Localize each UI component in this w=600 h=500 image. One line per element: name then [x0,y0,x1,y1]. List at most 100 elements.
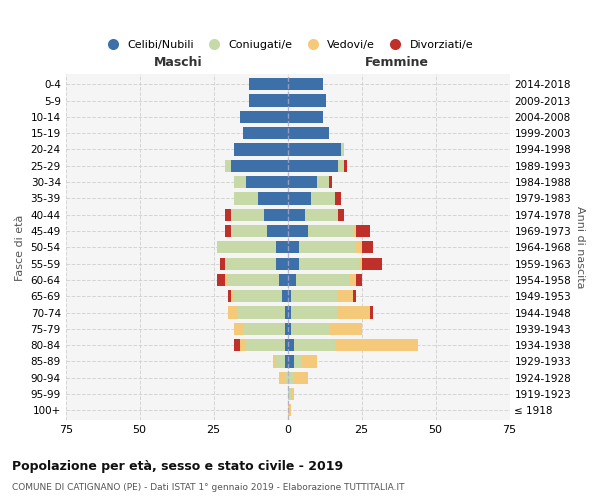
Bar [287,290,290,302]
Bar [287,160,338,172]
Bar [335,192,341,204]
Bar [287,372,293,384]
Bar [249,94,287,106]
Bar [293,339,335,351]
Bar [287,94,326,106]
Text: Maschi: Maschi [154,56,202,69]
Bar [279,372,284,384]
Bar [296,274,350,286]
Bar [235,176,246,188]
Bar [287,339,293,351]
Bar [273,356,276,368]
Bar [235,290,281,302]
Bar [226,258,276,270]
Bar [293,356,302,368]
Text: COMUNE DI CATIGNANO (PE) - Dati ISTAT 1° gennaio 2019 - Elaborazione TUTTITALIA.: COMUNE DI CATIGNANO (PE) - Dati ISTAT 1°… [12,483,404,492]
Bar [338,208,344,221]
Bar [246,176,287,188]
Bar [226,160,232,172]
Bar [229,290,232,302]
Bar [240,339,246,351]
Bar [356,274,362,286]
Bar [338,290,353,302]
Bar [264,208,287,221]
Bar [287,241,299,254]
Bar [329,322,362,335]
Bar [290,290,338,302]
Bar [235,322,243,335]
Bar [293,372,308,384]
Bar [258,192,287,204]
Bar [217,274,226,286]
Bar [235,144,287,156]
Bar [284,322,287,335]
Bar [246,339,284,351]
Bar [353,290,356,302]
Bar [276,258,287,270]
Bar [284,356,287,368]
Bar [287,144,341,156]
Bar [276,356,284,368]
Bar [243,127,287,140]
Bar [350,274,356,286]
Bar [329,176,332,188]
Bar [237,306,284,318]
Bar [287,258,299,270]
Text: Femmine: Femmine [365,56,429,69]
Bar [284,339,287,351]
Bar [362,258,382,270]
Bar [290,388,293,400]
Bar [287,176,317,188]
Text: Popolazione per età, sesso e stato civile - 2019: Popolazione per età, sesso e stato civil… [12,460,343,473]
Bar [370,306,373,318]
Bar [287,356,293,368]
Bar [217,241,276,254]
Bar [287,127,329,140]
Bar [287,388,290,400]
Bar [235,339,240,351]
Bar [362,241,373,254]
Bar [287,78,323,90]
Bar [226,225,232,237]
Bar [232,225,267,237]
Bar [287,111,323,123]
Bar [287,192,311,204]
Bar [232,160,287,172]
Bar [229,274,279,286]
Bar [287,322,290,335]
Bar [302,356,317,368]
Bar [353,225,356,237]
Bar [287,225,308,237]
Bar [287,404,290,416]
Bar [287,274,296,286]
Bar [232,290,235,302]
Bar [341,144,344,156]
Bar [359,258,362,270]
Bar [287,208,305,221]
Bar [290,322,329,335]
Bar [281,290,287,302]
Bar [317,176,329,188]
Bar [308,225,353,237]
Bar [249,78,287,90]
Bar [338,306,370,318]
Bar [267,225,287,237]
Bar [229,306,237,318]
Y-axis label: Anni di nascita: Anni di nascita [575,206,585,288]
Bar [276,241,287,254]
Bar [284,306,287,318]
Bar [235,192,258,204]
Bar [305,208,338,221]
Bar [356,225,370,237]
Legend: Celibi/Nubili, Coniugati/e, Vedovi/e, Divorziati/e: Celibi/Nubili, Coniugati/e, Vedovi/e, Di… [98,35,478,54]
Bar [279,274,287,286]
Bar [290,306,338,318]
Bar [226,274,229,286]
Bar [240,111,287,123]
Bar [299,258,359,270]
Bar [311,192,335,204]
Y-axis label: Fasce di età: Fasce di età [15,214,25,280]
Bar [344,160,347,172]
Bar [356,241,362,254]
Bar [284,372,287,384]
